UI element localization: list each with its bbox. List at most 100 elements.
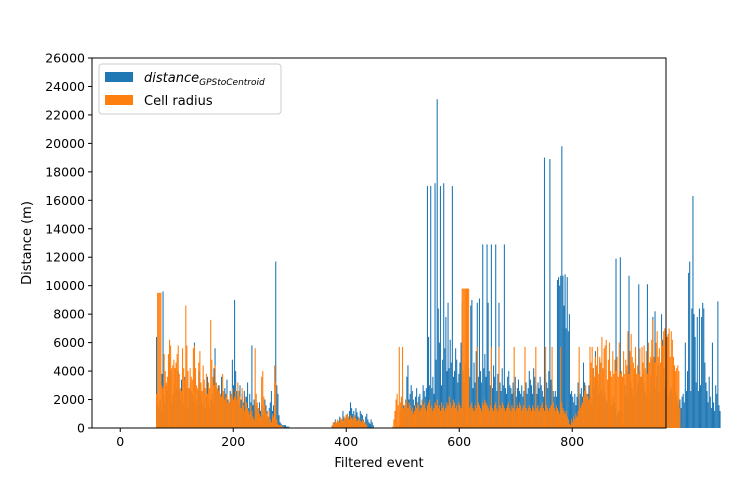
distance-bar (372, 425, 374, 428)
distance-bar (686, 371, 689, 428)
distance-bar (370, 419, 372, 428)
distance-bar (472, 388, 474, 428)
distance-bar (497, 373, 499, 428)
distance-bar (582, 362, 585, 428)
cell-radius-bar (536, 408, 538, 428)
cell-radius-bar (646, 373, 648, 428)
distance-bar (368, 422, 370, 428)
cell-radius-bar (600, 362, 602, 428)
distance-bar (716, 393, 718, 428)
distance-bar (556, 280, 559, 428)
cell-radius-bar (244, 396, 246, 428)
cell-radius-bar (362, 420, 365, 428)
cell-radius-bar (628, 373, 630, 428)
cell-radius-bar (245, 402, 248, 428)
cell-radius-bar (471, 402, 473, 428)
cell-radius-bar (522, 408, 524, 428)
distance-bar (439, 186, 441, 428)
cell-radius-bar (214, 365, 216, 428)
legend-label-distance-subscript: GPStoCentroid (199, 78, 265, 88)
cell-radius-bar (276, 419, 278, 428)
distance-bar (646, 284, 648, 428)
cell-radius-bar (188, 388, 190, 428)
cell-radius-bar (447, 405, 449, 428)
cell-radius-bar (353, 416, 355, 428)
cell-radius-bar (487, 408, 489, 428)
cell-radius-bar (443, 405, 445, 428)
cell-radius-bar (597, 346, 599, 428)
cell-radius-bar (162, 388, 164, 428)
cell-radius-bar (261, 376, 263, 428)
distance-bar (355, 408, 357, 428)
cell-radius-bar (193, 345, 196, 428)
cell-radius-bar (397, 405, 399, 428)
distance-bar (693, 314, 695, 428)
cell-radius-bar (176, 354, 178, 428)
cell-radius-bar (434, 402, 436, 428)
cell-radius-bar (645, 351, 647, 428)
legend-label-distance: distanceGPStoCentroid (144, 71, 265, 88)
cell-radius-bar (673, 365, 676, 428)
distance-bar (156, 336, 158, 428)
cell-radius-bar (228, 402, 230, 428)
cell-radius-bar (516, 405, 518, 428)
cell-radius-bar (627, 331, 629, 428)
cell-radius-bar (170, 345, 172, 428)
cell-radius-bar (343, 416, 345, 428)
cell-radius-bar (590, 362, 592, 428)
distance-bar (529, 379, 531, 428)
distance-bar (510, 388, 512, 428)
cell-radius-bar (409, 405, 411, 428)
cell-radius-bar (348, 419, 350, 428)
distance-bar (283, 425, 285, 428)
y-tick-label: 0 (77, 421, 85, 436)
distance-bar (577, 382, 579, 428)
cell-radius-bar (416, 408, 418, 428)
distance-bar (571, 391, 573, 428)
cell-radius-bar (469, 408, 471, 428)
cell-radius-bar (534, 410, 536, 428)
cell-radius-bar (462, 288, 464, 428)
distance-bar (410, 385, 412, 428)
cell-radius-bar (238, 391, 240, 428)
distance-bar (692, 196, 694, 428)
cell-radius-bar (606, 379, 608, 428)
cell-radius-bar (678, 371, 680, 428)
cell-radius-bar (591, 346, 593, 428)
cell-radius-bar (473, 410, 475, 428)
distance-bar (628, 275, 630, 428)
cell-radius-bar (354, 415, 356, 428)
distance-bar (706, 391, 708, 428)
cell-radius-bar (499, 405, 501, 428)
cell-radius-bar (257, 408, 259, 428)
cell-radius-bar (660, 339, 663, 428)
cell-radius-bar (360, 422, 362, 428)
distance-bar (446, 371, 448, 428)
distance-bar (503, 244, 505, 428)
distance-bar (681, 396, 683, 428)
y-axis-label: Distance (m) (20, 201, 35, 285)
cell-radius-bar (511, 405, 513, 428)
cell-radius-bar (533, 408, 535, 428)
cell-radius-bar (598, 373, 600, 428)
cell-radius-bar (432, 410, 434, 428)
cell-radius-bar (249, 413, 251, 428)
y-tick-label: 6000 (53, 335, 85, 350)
distance-bar (530, 385, 533, 428)
cell-radius-bar (472, 408, 474, 428)
cell-radius-bar (333, 423, 335, 428)
cell-radius-bar (490, 346, 492, 428)
cell-radius-bar (504, 410, 507, 428)
cell-radius-bar (180, 391, 183, 428)
cell-radius-bar (406, 399, 408, 428)
cell-radius-bar (164, 371, 166, 428)
cell-radius-bar (485, 402, 487, 428)
cell-radius-bar (361, 419, 363, 428)
cell-radius-bar (547, 408, 549, 428)
distance-bar (543, 157, 546, 428)
cell-radius-bar (166, 376, 168, 428)
cell-radius-bar (572, 422, 574, 428)
cell-radius-bar (527, 408, 529, 428)
cell-radius-bar (638, 373, 640, 428)
cell-radius-bar (556, 408, 559, 428)
